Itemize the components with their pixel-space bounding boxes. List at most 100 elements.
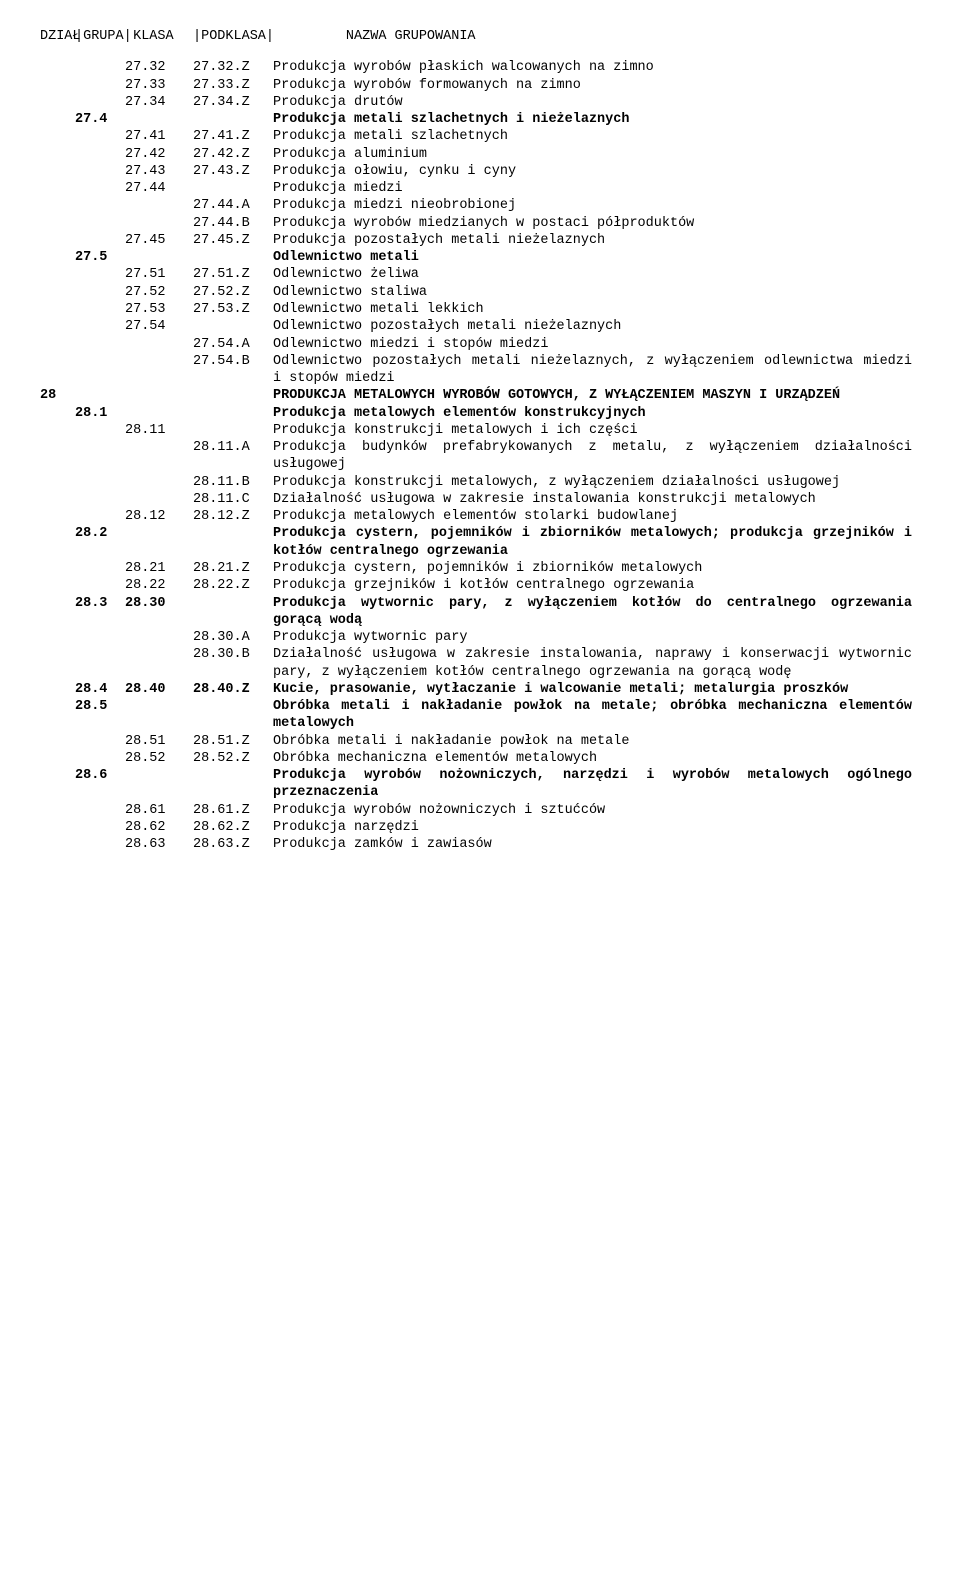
cell-klasa: 27.33 xyxy=(125,77,193,94)
table-row: 27.4Produkcja metali szlachetnych i nież… xyxy=(40,111,920,128)
cell-grupa: 28.3 xyxy=(75,595,125,612)
cell-klasa: 27.34 xyxy=(125,94,193,111)
table-row: 28.2Produkcja cystern, pojemników i zbio… xyxy=(40,525,920,560)
table-row: 27.54.AOdlewnictwo miedzi i stopów miedz… xyxy=(40,336,920,353)
cell-klasa: 28.51 xyxy=(125,733,193,750)
table-row: 28.328.30Produkcja wytwornic pary, z wył… xyxy=(40,595,920,630)
classification-body: 27.3227.32.ZProdukcja wyrobów płaskich w… xyxy=(40,59,920,853)
cell-klasa: 27.54 xyxy=(125,318,193,335)
cell-podklasa: 27.52.Z xyxy=(193,284,273,301)
cell-nazwa: Odlewnictwo pozostałych metali nieżelazn… xyxy=(273,353,920,388)
cell-nazwa: Odlewnictwo metali lekkich xyxy=(273,301,920,318)
cell-podklasa: 27.42.Z xyxy=(193,146,273,163)
table-row: 27.44.BProdukcja wyrobów miedzianych w p… xyxy=(40,215,920,232)
cell-grupa: 27.5 xyxy=(75,249,125,266)
cell-nazwa: Produkcja cystern, pojemników i zbiornik… xyxy=(273,560,920,577)
table-row: 28.6328.63.ZProdukcja zamków i zawiasów xyxy=(40,836,920,853)
table-row: 28.11.AProdukcja budynków prefabrykowany… xyxy=(40,439,920,474)
header-dzial: DZIAŁ xyxy=(40,28,75,45)
cell-nazwa: Działalność usługowa w zakresie instalow… xyxy=(273,646,920,681)
header-nazwa: NAZWA GRUPOWANIA xyxy=(273,28,920,45)
cell-nazwa: Odlewnictwo miedzi i stopów miedzi xyxy=(273,336,920,353)
cell-klasa: 28.40 xyxy=(125,681,193,698)
cell-nazwa: Działalność usługowa w zakresie instalow… xyxy=(273,491,920,508)
table-row: 27.3327.33.ZProdukcja wyrobów formowanyc… xyxy=(40,77,920,94)
cell-podklasa: 28.30.B xyxy=(193,646,273,663)
cell-klasa: 28.63 xyxy=(125,836,193,853)
table-header: DZIAŁ |GRUPA| KLASA |PODKLASA| NAZWA GRU… xyxy=(40,28,920,45)
table-row: 28.1228.12.ZProdukcja metalowych element… xyxy=(40,508,920,525)
cell-nazwa: Produkcja metalowych elementów stolarki … xyxy=(273,508,920,525)
cell-podklasa: 28.62.Z xyxy=(193,819,273,836)
cell-nazwa: Odlewnictwo staliwa xyxy=(273,284,920,301)
cell-dzial: 28 xyxy=(40,387,75,404)
cell-nazwa: Odlewnictwo pozostałych metali nieżelazn… xyxy=(273,318,920,335)
cell-podklasa: 27.32.Z xyxy=(193,59,273,76)
cell-nazwa: Produkcja ołowiu, cynku i cyny xyxy=(273,163,920,180)
cell-podklasa: 28.40.Z xyxy=(193,681,273,698)
table-row: 27.4227.42.ZProdukcja aluminium xyxy=(40,146,920,163)
table-row: 27.3427.34.ZProdukcja drutów xyxy=(40,94,920,111)
cell-nazwa: Odlewnictwo żeliwa xyxy=(273,266,920,283)
cell-nazwa: Produkcja konstrukcji metalowych, z wyłą… xyxy=(273,474,920,491)
table-row: 28.5128.51.ZObróbka metali i nakładanie … xyxy=(40,733,920,750)
cell-podklasa: 27.53.Z xyxy=(193,301,273,318)
cell-podklasa: 27.45.Z xyxy=(193,232,273,249)
header-grupa: |GRUPA| xyxy=(75,28,125,45)
table-row: 28.30.BDziałalność usługowa w zakresie i… xyxy=(40,646,920,681)
cell-klasa: 28.30 xyxy=(125,595,193,612)
cell-klasa: 27.45 xyxy=(125,232,193,249)
cell-klasa: 27.52 xyxy=(125,284,193,301)
cell-klasa: 27.51 xyxy=(125,266,193,283)
cell-nazwa: Produkcja wytwornic pary xyxy=(273,629,920,646)
cell-podklasa: 28.11.C xyxy=(193,491,273,508)
table-row: 28.6228.62.ZProdukcja narzędzi xyxy=(40,819,920,836)
cell-nazwa: Produkcja miedzi xyxy=(273,180,920,197)
cell-nazwa: Produkcja wyrobów nożowniczych i sztućcó… xyxy=(273,802,920,819)
cell-podklasa: 28.11.B xyxy=(193,474,273,491)
cell-podklasa: 27.34.Z xyxy=(193,94,273,111)
cell-grupa: 28.6 xyxy=(75,767,125,784)
table-row: 27.54.BOdlewnictwo pozostałych metali ni… xyxy=(40,353,920,388)
cell-podklasa: 28.12.Z xyxy=(193,508,273,525)
cell-klasa: 27.44 xyxy=(125,180,193,197)
table-row: 28.30.AProdukcja wytwornic pary xyxy=(40,629,920,646)
cell-podklasa: 27.44.A xyxy=(193,197,273,214)
cell-nazwa: Produkcja narzędzi xyxy=(273,819,920,836)
cell-nazwa: Obróbka metali i nakładanie powłok na me… xyxy=(273,733,920,750)
table-row: 27.5127.51.ZOdlewnictwo żeliwa xyxy=(40,266,920,283)
cell-nazwa: Produkcja drutów xyxy=(273,94,920,111)
cell-podklasa: 27.51.Z xyxy=(193,266,273,283)
cell-podklasa: 27.43.Z xyxy=(193,163,273,180)
cell-podklasa: 28.22.Z xyxy=(193,577,273,594)
header-podklasa: |PODKLASA| xyxy=(193,28,273,45)
cell-grupa: 27.4 xyxy=(75,111,125,128)
cell-podklasa: 27.44.B xyxy=(193,215,273,232)
table-row: 28.2128.21.ZProdukcja cystern, pojemnikó… xyxy=(40,560,920,577)
cell-podklasa: 27.41.Z xyxy=(193,128,273,145)
cell-nazwa: Produkcja cystern, pojemników i zbiornik… xyxy=(273,525,920,560)
cell-podklasa: 28.52.Z xyxy=(193,750,273,767)
table-row: 27.44 Produkcja miedzi xyxy=(40,180,920,197)
cell-nazwa: Produkcja grzejników i kotłów centralneg… xyxy=(273,577,920,594)
cell-nazwa: Obróbka mechaniczna elementów metalowych xyxy=(273,750,920,767)
cell-nazwa: Produkcja wyrobów nożowniczych, narzędzi… xyxy=(273,767,920,802)
cell-podklasa: 28.51.Z xyxy=(193,733,273,750)
table-row: 27.5327.53.ZOdlewnictwo metali lekkich xyxy=(40,301,920,318)
cell-podklasa: 28.30.A xyxy=(193,629,273,646)
cell-nazwa: Obróbka metali i nakładanie powłok na me… xyxy=(273,698,920,733)
table-row: 28.2228.22.ZProdukcja grzejników i kotłó… xyxy=(40,577,920,594)
cell-nazwa: PRODUKCJA METALOWYCH WYROBÓW GOTOWYCH, Z… xyxy=(273,387,920,404)
table-row: 28.11Produkcja konstrukcji metalowych i … xyxy=(40,422,920,439)
cell-podklasa: 28.61.Z xyxy=(193,802,273,819)
cell-klasa: 27.32 xyxy=(125,59,193,76)
table-row: 27.5227.52.ZOdlewnictwo staliwa xyxy=(40,284,920,301)
cell-nazwa: Produkcja miedzi nieobrobionej xyxy=(273,197,920,214)
table-row: 28.5228.52.ZObróbka mechaniczna elementó… xyxy=(40,750,920,767)
cell-nazwa: Produkcja zamków i zawiasów xyxy=(273,836,920,853)
cell-nazwa: Produkcja wyrobów płaskich walcowanych n… xyxy=(273,59,920,76)
cell-grupa: 28.4 xyxy=(75,681,125,698)
table-row: 27.44.AProdukcja miedzi nieobrobionej xyxy=(40,197,920,214)
table-row: 27.4127.41.ZProdukcja metali szlachetnyc… xyxy=(40,128,920,145)
cell-podklasa: 28.63.Z xyxy=(193,836,273,853)
